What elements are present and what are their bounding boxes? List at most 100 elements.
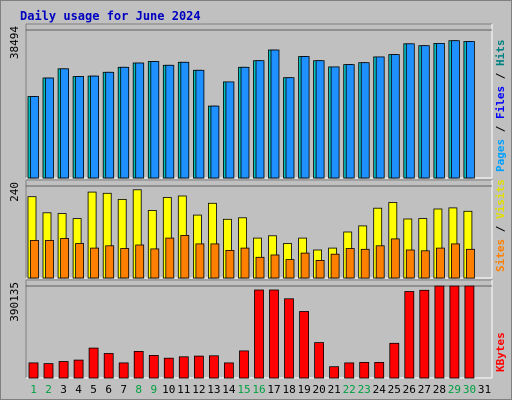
bar-sites-day-13 xyxy=(210,243,220,279)
bar-sites-day-21 xyxy=(330,253,340,279)
bar-kbytes-day-23 xyxy=(359,361,370,379)
bar-files-day-18 xyxy=(285,77,295,179)
bar-sites-day-3 xyxy=(60,238,69,279)
bar-kbytes-day-28 xyxy=(434,285,445,379)
bar-kbytes-day-10 xyxy=(163,357,174,379)
bar-kbytes-day-19 xyxy=(299,311,310,379)
legend-separator: / xyxy=(494,66,507,86)
y-axis-max-label: 38494 xyxy=(8,26,21,59)
bar-sites-day-9 xyxy=(150,248,160,279)
bar-sites-day-16 xyxy=(255,256,265,279)
x-tick-label-22: 22 xyxy=(343,383,356,396)
bar-files-day-29 xyxy=(450,40,460,179)
bar-sites-day-18 xyxy=(285,259,295,279)
legend-kbytes: KBytes xyxy=(494,332,507,372)
side-legend: Pages / Files / Hits xyxy=(494,40,507,173)
bar-kbytes-day-2 xyxy=(43,363,54,379)
x-tick-label-11: 11 xyxy=(177,383,190,396)
x-tick-label-1: 1 xyxy=(30,383,37,396)
bar-files-day-22 xyxy=(345,64,355,179)
bar-sites-day-25 xyxy=(390,238,400,279)
x-tick-label-7: 7 xyxy=(120,383,127,396)
bar-sites-day-10 xyxy=(165,237,175,279)
bar-sites-day-14 xyxy=(225,249,235,279)
bar-sites-day-26 xyxy=(405,249,415,279)
x-tick-label-24: 24 xyxy=(373,383,387,396)
bar-sites-day-7 xyxy=(120,248,130,279)
bar-files-day-24 xyxy=(375,56,385,179)
bar-kbytes-day-25 xyxy=(389,342,400,379)
x-tick-label-19: 19 xyxy=(297,383,310,396)
x-tick-label-25: 25 xyxy=(388,383,401,396)
bar-files-day-30 xyxy=(465,41,475,179)
bar-kbytes-day-29 xyxy=(449,285,460,379)
bar-sites-day-20 xyxy=(315,259,325,279)
bar-files-day-9 xyxy=(150,61,160,179)
x-tick-label-6: 6 xyxy=(105,383,112,396)
bar-files-day-12 xyxy=(195,69,205,179)
x-tick-label-15: 15 xyxy=(237,383,250,396)
bar-kbytes-day-24 xyxy=(374,361,385,379)
bar-files-day-23 xyxy=(360,62,370,179)
bar-files-day-3 xyxy=(60,68,69,179)
x-tick-label-21: 21 xyxy=(328,383,341,396)
bar-kbytes-day-11 xyxy=(178,356,189,379)
panel-kbytes: 390135 KBytes xyxy=(8,279,507,379)
bar-kbytes-day-22 xyxy=(344,362,355,379)
bar-sites-day-4 xyxy=(75,243,84,279)
bar-sites-day-8 xyxy=(135,244,145,279)
bar-files-day-2 xyxy=(45,77,54,179)
x-tick-label-26: 26 xyxy=(403,383,416,396)
bar-kbytes-day-9 xyxy=(148,354,159,379)
x-tick-label-17: 17 xyxy=(267,383,280,396)
bar-files-day-15 xyxy=(240,66,250,179)
chart-title: Daily usage for June 2024 xyxy=(20,9,201,23)
bar-files-day-25 xyxy=(390,54,400,179)
bar-sites-day-28 xyxy=(435,247,445,279)
y-axis-max-label: 240 xyxy=(8,182,21,202)
y-axis-max-label: 390135 xyxy=(8,282,21,322)
bar-kbytes-day-30 xyxy=(464,285,475,379)
bar-files-day-10 xyxy=(165,64,175,179)
bar-kbytes-day-15 xyxy=(239,350,249,379)
legend-sites: Sites xyxy=(494,239,507,272)
bar-files-day-6 xyxy=(105,71,115,179)
x-tick-label-20: 20 xyxy=(312,383,325,396)
bar-kbytes-day-21 xyxy=(329,366,340,379)
x-tick-label-18: 18 xyxy=(282,383,295,396)
bar-files-day-5 xyxy=(90,75,99,179)
bar-sites-day-23 xyxy=(360,248,370,279)
legend-separator: / xyxy=(494,119,507,139)
chart-panels: 38494 Pages / Files / Hits 240 Sites / Visi… xyxy=(8,23,507,379)
bar-files-day-21 xyxy=(330,66,340,179)
bar-sites-day-22 xyxy=(345,248,355,279)
bar-sites-day-24 xyxy=(375,245,385,279)
x-tick-label-23: 23 xyxy=(358,383,371,396)
bar-sites-day-27 xyxy=(420,250,430,279)
bar-files-day-7 xyxy=(120,66,130,179)
bar-kbytes-day-3 xyxy=(58,361,69,379)
bar-kbytes-day-1 xyxy=(28,362,39,379)
x-tick-label-28: 28 xyxy=(433,383,446,396)
x-tick-label-9: 9 xyxy=(150,383,157,396)
x-tick-label-30: 30 xyxy=(463,383,476,396)
bar-files-day-16 xyxy=(255,60,265,179)
bar-kbytes-day-4 xyxy=(73,359,84,379)
side-legend: KBytes xyxy=(494,332,507,372)
bar-sites-day-6 xyxy=(105,245,115,279)
legend-hits: Hits xyxy=(494,40,507,67)
x-tick-label-3: 3 xyxy=(60,383,67,396)
bar-kbytes-day-27 xyxy=(419,289,430,379)
x-tick-label-10: 10 xyxy=(162,383,175,396)
bar-kbytes-day-18 xyxy=(284,298,294,379)
bar-sites-day-30 xyxy=(465,248,475,279)
bar-kbytes-day-6 xyxy=(103,353,114,379)
bar-files-day-27 xyxy=(420,45,430,179)
bar-files-day-1 xyxy=(30,96,39,179)
x-tick-label-2: 2 xyxy=(45,383,52,396)
bar-files-day-19 xyxy=(300,56,310,179)
x-tick-label-14: 14 xyxy=(222,383,236,396)
bar-files-day-14 xyxy=(225,81,235,179)
bar-kbytes-day-13 xyxy=(208,355,219,379)
bar-sites-day-15 xyxy=(240,247,250,279)
